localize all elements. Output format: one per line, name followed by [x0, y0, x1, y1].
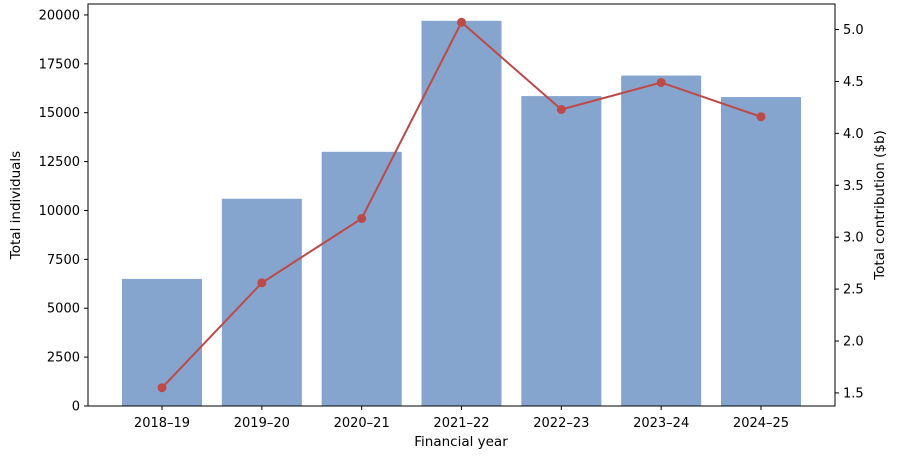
line-point-2018–19 [157, 383, 167, 393]
bar-2020–21 [321, 151, 402, 406]
y-axis-label-right: Total contribution ($b) [872, 130, 888, 281]
y-right-tick-label: 2.0 [843, 335, 864, 350]
bars-layer [122, 20, 801, 407]
y-left-tick-label: 20000 [39, 8, 80, 23]
axes-layer: 0 2500 5000 7500 10000 12500 15000 17500 20000 1.… [39, 3, 864, 431]
bar-2024–25 [721, 97, 801, 406]
bar-2023–24 [621, 75, 702, 406]
x-axis-label: Financial year [414, 434, 508, 450]
line-point-2020–21 [357, 213, 367, 223]
y-left-tick-label: 17500 [39, 57, 80, 72]
y-left-tick-label: 0 [72, 400, 80, 415]
line-point-2024–25 [756, 112, 766, 122]
x-tick-label: 2023–24 [633, 416, 689, 431]
y-left-tick-label: 12500 [39, 155, 80, 170]
y-right-tick-label: 4.5 [843, 75, 864, 90]
x-tick-label: 2020–21 [334, 416, 390, 431]
y-right-tick-label: 1.5 [843, 386, 864, 401]
x-tick-label: 2024–25 [733, 416, 789, 431]
y-axis-label-left: Total individuals [8, 151, 24, 260]
bar-2022–23 [521, 96, 602, 407]
y-right-tick-label: 2.5 [843, 283, 864, 298]
x-tick-label: 2019–20 [234, 416, 290, 431]
line-layer [157, 17, 766, 393]
x-tick-label: 2021–22 [433, 416, 489, 431]
line-point-2019–20 [257, 278, 267, 288]
bar-2019–20 [221, 198, 302, 406]
line-point-2021–22 [457, 17, 466, 27]
x-tick-label: 2018–19 [134, 416, 190, 431]
y-left-tick-label: 5000 [47, 302, 80, 317]
y-left-tick-label: 15000 [39, 106, 80, 121]
bar-2021–22 [421, 20, 502, 406]
x-tick-label: 2022–23 [533, 416, 589, 431]
y-right-tick-label: 3.5 [843, 179, 864, 194]
y-right-tick-label: 5.0 [843, 23, 864, 38]
y-right-tick-label: 4.0 [843, 127, 864, 142]
y-left-tick-label: 10000 [39, 204, 80, 219]
line-point-2022–23 [556, 104, 566, 114]
y-left-tick-label: 7500 [47, 253, 80, 268]
y-left-tick-label: 2500 [47, 351, 80, 366]
y-right-tick-label: 3.0 [843, 231, 864, 246]
line-point-2023–24 [656, 77, 666, 87]
